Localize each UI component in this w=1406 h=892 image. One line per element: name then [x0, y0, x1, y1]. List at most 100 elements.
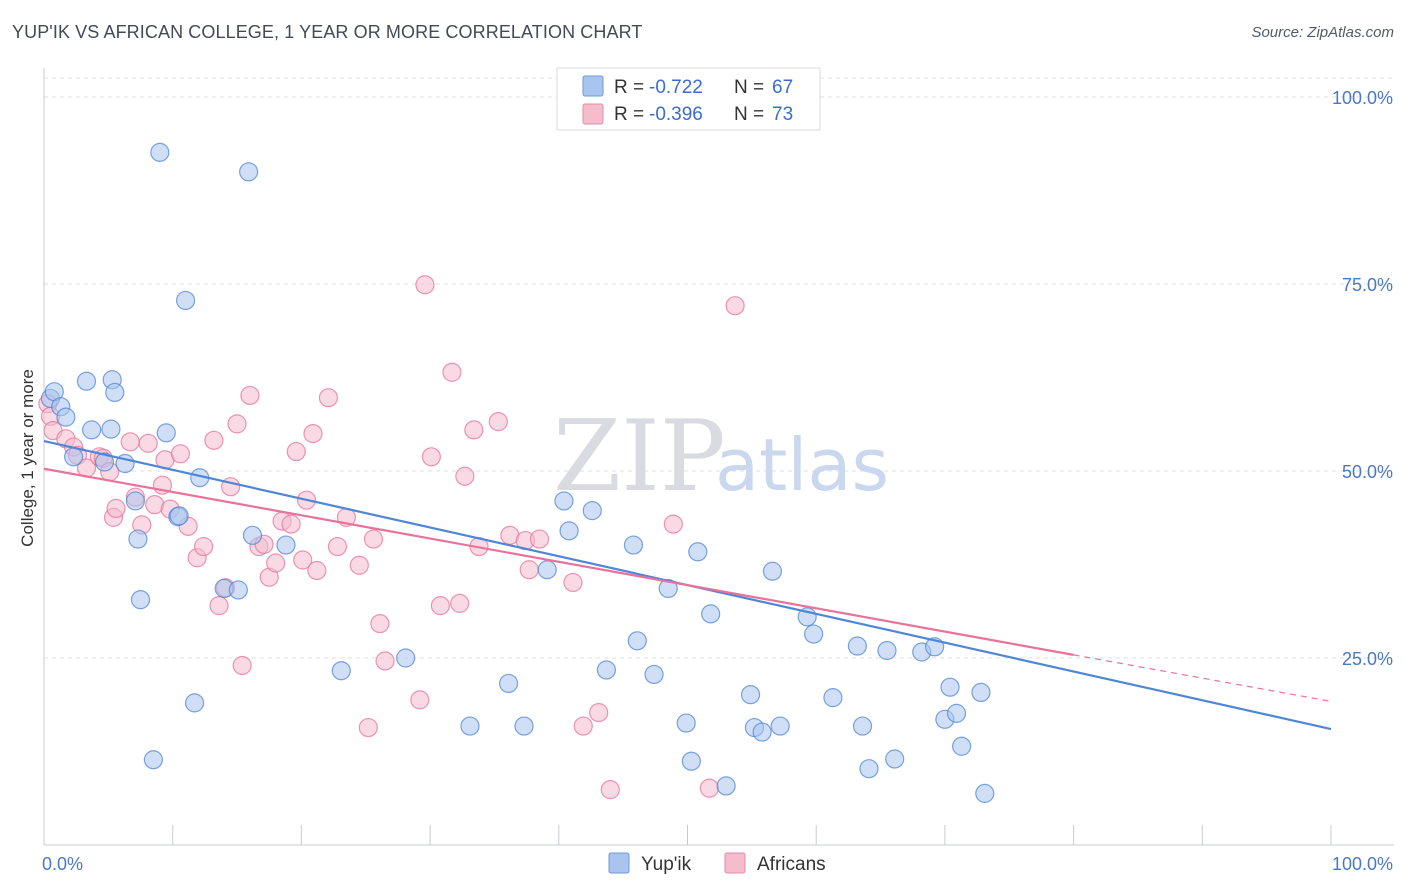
source-label: Source: ZipAtlas.com	[1251, 24, 1394, 41]
point-africans-62	[519, 560, 539, 580]
point-yupik-41	[658, 578, 678, 599]
y-tick-label-0: 25.0%	[1342, 649, 1393, 669]
point-yupik-27	[276, 535, 296, 555]
point-yupik-55	[847, 636, 867, 656]
point-yupik-7	[94, 452, 115, 472]
point-yupik-50	[762, 561, 783, 581]
point-yupik-6	[82, 420, 102, 440]
series-legend-swatch-yupik	[608, 852, 630, 874]
series-legend-swatch-africans	[724, 852, 746, 874]
point-yupik-37	[596, 660, 617, 680]
y-tick-label-3: 100.0%	[1332, 88, 1393, 108]
series-legend-label-yupik: Yup'ik	[641, 854, 692, 875]
point-yupik-19	[169, 506, 189, 526]
x-tick-label-1: 100.0%	[1332, 854, 1393, 874]
point-yupik-36	[582, 501, 602, 521]
point-yupik-15	[143, 750, 163, 770]
watermark: ZIP atlas	[553, 400, 889, 514]
point-africans-68	[663, 514, 683, 534]
point-africans-11	[106, 498, 126, 518]
point-africans-24	[204, 430, 224, 450]
point-africans-28	[227, 414, 247, 434]
point-yupik-51	[770, 716, 790, 736]
point-africans-65	[573, 716, 593, 736]
legend-r-value-yupik: -0.722	[649, 77, 703, 98]
point-yupik-10	[105, 382, 125, 403]
watermark-atlas: atlas	[715, 423, 889, 507]
point-africans-46	[358, 717, 378, 738]
chart-title: YUP'IK VS AFRICAN COLLEGE, 1 YEAR OR MOR…	[12, 22, 643, 42]
point-yupik-29	[396, 648, 416, 668]
legend-r-label-africans: R =	[614, 104, 644, 125]
point-africans-52	[421, 447, 441, 467]
point-yupik-45	[701, 604, 721, 624]
point-africans-42	[318, 388, 339, 408]
point-yupik-17	[156, 423, 176, 443]
point-africans-23	[193, 536, 214, 557]
point-yupik-8	[101, 419, 121, 439]
x-tick-label-0: 0.0%	[42, 854, 83, 874]
point-africans-15	[138, 433, 158, 453]
point-yupik-34	[554, 491, 574, 511]
point-yupik-54	[823, 688, 843, 708]
series-legend-label-africans: Africans	[757, 854, 826, 875]
point-yupik-31	[499, 673, 519, 694]
point-yupik-5	[76, 371, 97, 391]
correlation-legend: R = -0.722 N = 67 R = -0.396 N = 73	[556, 67, 821, 131]
point-yupik-53	[804, 624, 824, 644]
point-yupik-67	[975, 783, 995, 803]
point-yupik-46	[716, 776, 736, 796]
point-yupik-20	[175, 290, 196, 311]
point-africans-30	[240, 385, 260, 406]
point-yupik-44	[688, 542, 708, 562]
point-yupik-4	[64, 447, 84, 467]
legend-r-label-yupik: R =	[614, 77, 644, 98]
point-africans-69	[699, 778, 719, 798]
point-africans-48	[370, 613, 390, 634]
data-points	[38, 142, 995, 803]
y-tick-label-2: 75.0%	[1342, 275, 1393, 295]
point-yupik-25	[239, 162, 259, 182]
point-africans-63	[529, 529, 550, 549]
point-yupik-63	[940, 677, 960, 697]
point-africans-20	[170, 444, 191, 464]
point-africans-34	[266, 553, 286, 573]
point-africans-66	[589, 703, 609, 723]
point-yupik-64	[946, 703, 967, 723]
point-africans-45	[349, 555, 369, 575]
y-axis-label: College, 1 year or more	[18, 369, 37, 547]
point-africans-54	[442, 362, 462, 382]
point-africans-12	[120, 432, 140, 452]
y-tick-labels: 25.0% 50.0% 75.0% 100.0%	[1332, 88, 1393, 669]
trend-line-dashed-africans	[1073, 654, 1332, 702]
point-africans-70	[725, 296, 745, 316]
point-africans-53	[430, 596, 450, 616]
point-yupik-33	[537, 560, 557, 580]
point-yupik-49	[752, 722, 772, 742]
point-yupik-35	[559, 521, 579, 541]
legend-n-value-yupik: 67	[772, 77, 793, 98]
trend-lines	[43, 440, 1332, 731]
point-africans-57	[464, 420, 484, 440]
legend-n-label-africans: N =	[734, 104, 764, 125]
point-yupik-3	[56, 407, 76, 427]
point-yupik-65	[952, 736, 972, 756]
point-africans-55	[450, 593, 470, 613]
legend-swatch-yupik	[582, 75, 604, 97]
point-yupik-38	[623, 535, 644, 555]
point-yupik-39	[627, 631, 647, 651]
x-tick-labels: 0.0% 100.0%	[42, 854, 1393, 874]
point-africans-40	[303, 424, 323, 444]
point-africans-37	[286, 441, 306, 462]
point-africans-49	[375, 651, 395, 671]
point-yupik-28	[331, 661, 351, 681]
point-yupik-56	[852, 716, 873, 736]
point-africans-47	[363, 529, 384, 549]
point-africans-50	[410, 690, 430, 710]
point-yupik-16	[150, 142, 170, 162]
point-yupik-43	[681, 751, 701, 771]
trend-line-africans	[43, 467, 1074, 656]
point-africans-64	[563, 572, 583, 593]
watermark-zip: ZIP	[553, 400, 726, 514]
